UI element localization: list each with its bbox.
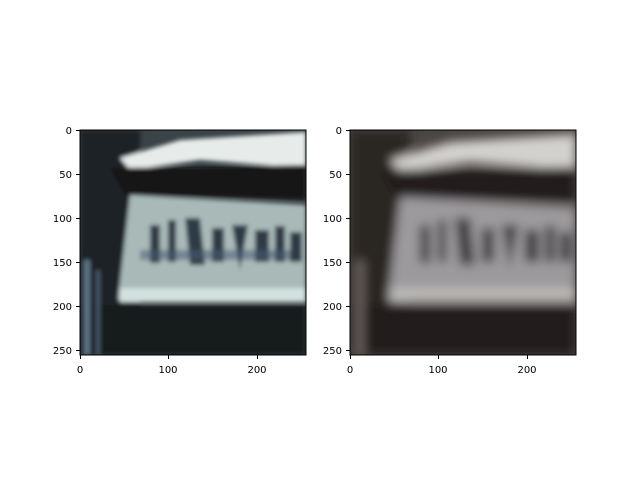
left-y-tick-label: 100 — [53, 214, 72, 225]
left-y-tick-label: 200 — [53, 302, 72, 313]
left-x-axis — [80, 355, 258, 359]
left-plate-tint — [140, 250, 290, 260]
right-plate-marks — [420, 218, 572, 270]
left-bottom-dark — [80, 305, 306, 355]
right-image — [350, 130, 576, 355]
left-streak — [96, 270, 100, 355]
right-x-tick-label: 200 — [517, 365, 536, 376]
right-x-tick-label: 100 — [428, 365, 447, 376]
right-y-tick-label: 0 — [336, 126, 342, 137]
left-image-border — [79, 129, 307, 356]
left-frame — [110, 165, 306, 200]
right-y-axis — [346, 130, 350, 351]
right-x-tick-label: 0 — [347, 365, 353, 376]
right-image-border — [349, 129, 577, 356]
right-x-axis — [350, 355, 528, 359]
left-x-tick-label: 200 — [247, 365, 266, 376]
left-y-axis — [76, 130, 80, 351]
left-plate-strip — [120, 288, 306, 302]
right-streak — [356, 260, 364, 355]
left-y-tick-label: 150 — [53, 258, 72, 269]
left-x-tick-label: 100 — [158, 365, 177, 376]
left-y-tick-label: 250 — [53, 346, 72, 357]
right-image-panel: 0 50 100 150 200 250 0 100 200 — [323, 126, 577, 376]
right-plate-strip — [390, 288, 576, 302]
left-streak — [84, 260, 90, 355]
right-y-tick-label: 150 — [323, 258, 342, 269]
right-bottom-dark — [350, 305, 576, 355]
left-image-panel: 0 50 100 150 200 250 0 100 200 — [53, 126, 307, 376]
left-top-light-band — [120, 132, 306, 170]
left-y-tick-label: 0 — [66, 126, 72, 137]
left-x-tick-label: 0 — [77, 365, 83, 376]
right-y-tick-label: 250 — [323, 346, 342, 357]
right-y-tick-label: 200 — [323, 302, 342, 313]
right-frame — [380, 167, 576, 202]
right-top-light-band — [390, 134, 576, 172]
left-image — [80, 130, 306, 355]
right-y-tick-label: 50 — [329, 170, 342, 181]
left-y-tick-label: 50 — [59, 170, 72, 181]
right-y-tick-label: 100 — [323, 214, 342, 225]
